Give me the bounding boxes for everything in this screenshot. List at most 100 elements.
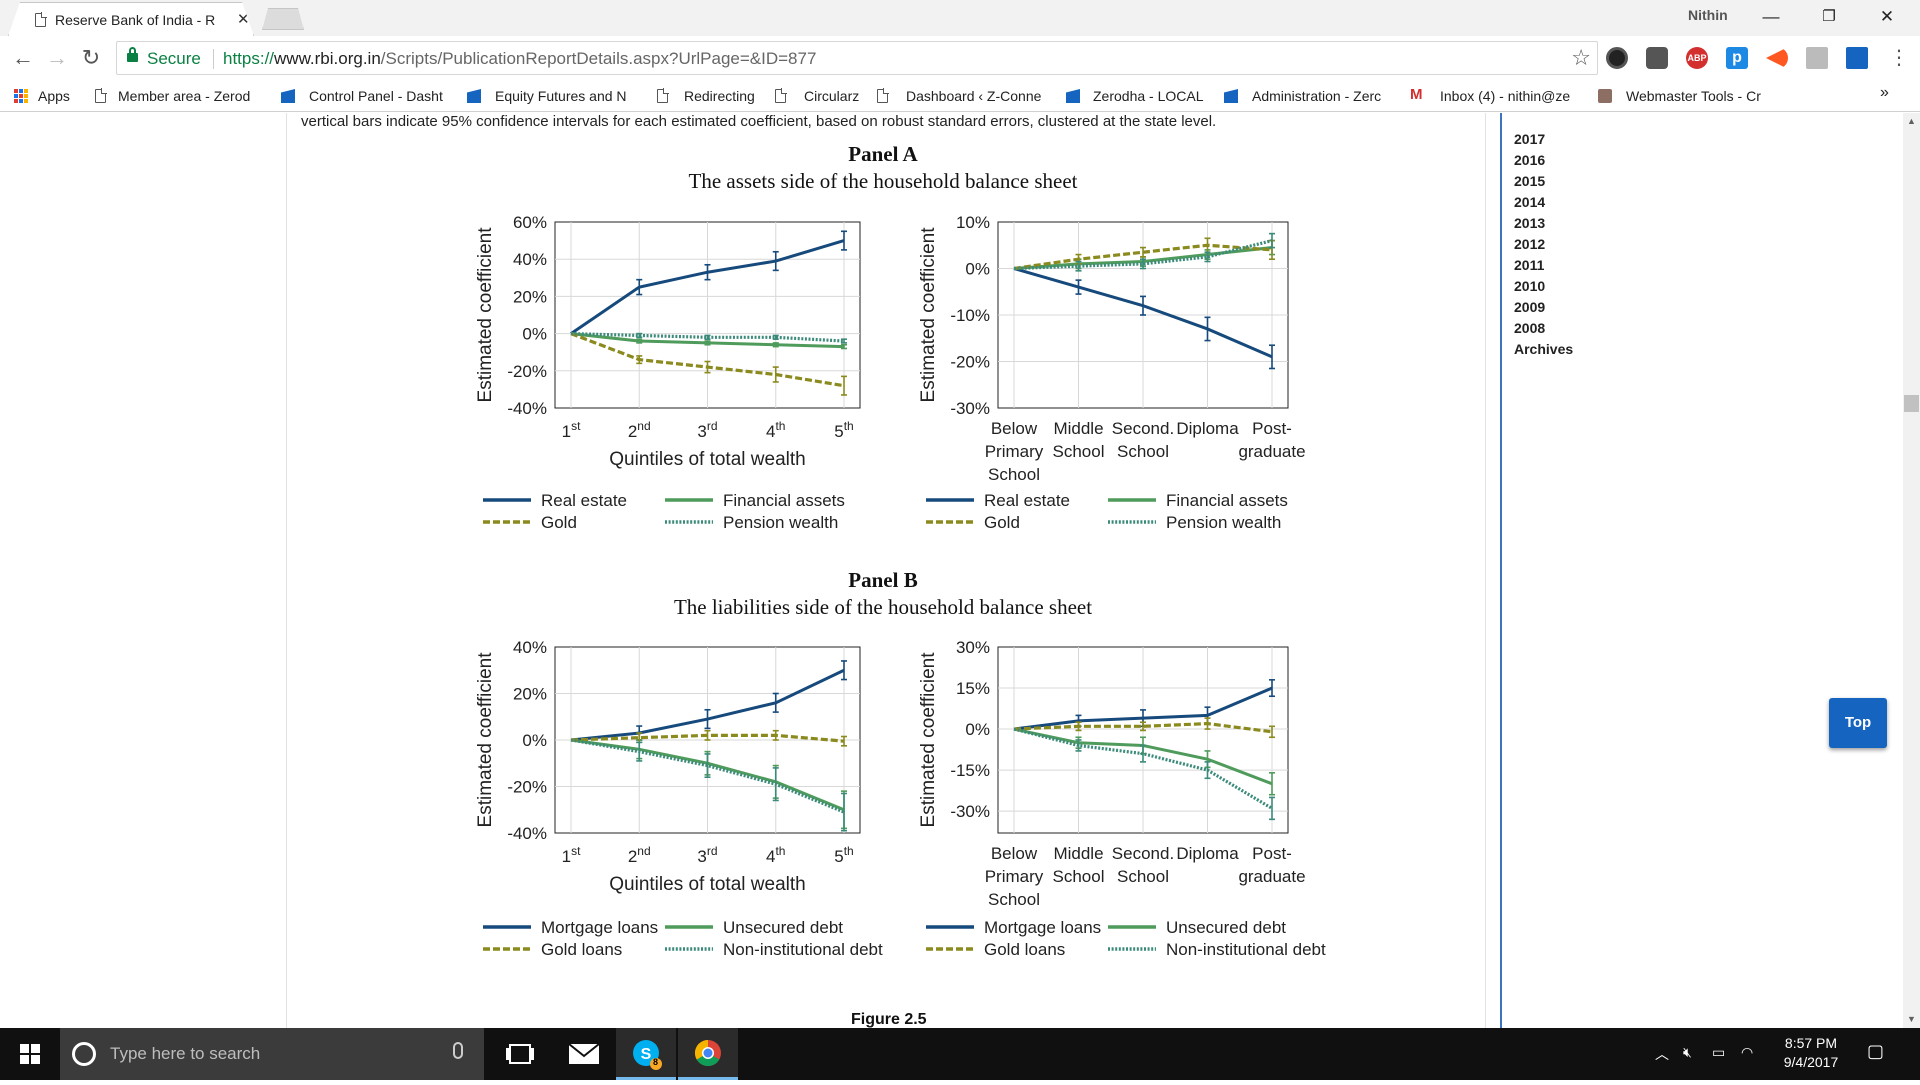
- notifications-icon[interactable]: ▢: [1867, 1041, 1885, 1061]
- bookmark-inbox[interactable]: M Inbox (4) - nithin@ze: [1410, 87, 1571, 104]
- x-tick-label: 3rd: [697, 844, 717, 866]
- tab-title: Reserve Bank of India - R: [55, 12, 216, 28]
- bookmark-star-icon[interactable]: ☆: [1571, 45, 1591, 70]
- extension-dark-icon[interactable]: [1606, 47, 1628, 69]
- archive-year-link[interactable]: 2016: [1514, 152, 1546, 168]
- bookmark-circularz[interactable]: Circularz: [774, 87, 874, 107]
- mail-icon: [568, 1043, 600, 1064]
- adblock-icon[interactable]: ABP: [1686, 47, 1708, 69]
- extension-shield-icon[interactable]: [1646, 47, 1668, 69]
- y-axis-title: Estimated coefficient: [918, 227, 939, 403]
- bookmark-zerodha-local[interactable]: Zerodha - LOCAL: [1066, 87, 1226, 107]
- new-tab-button[interactable]: [262, 8, 304, 30]
- archive-year-link[interactable]: 2017: [1514, 131, 1546, 147]
- archive-year-link[interactable]: 2008: [1514, 320, 1546, 336]
- reload-icon[interactable]: ↻: [81, 45, 101, 70]
- tab-close-icon[interactable]: ✕: [237, 11, 250, 28]
- windows-logo-icon: [20, 1044, 40, 1064]
- bookmark-webmaster-tools[interactable]: Webmaster Tools - Cr: [1598, 87, 1768, 107]
- start-button[interactable]: [0, 1028, 60, 1080]
- bookmark-member-area[interactable]: Member area - Zerod: [94, 87, 264, 107]
- x-tick-label: Post-graduate: [1238, 419, 1305, 461]
- address-bar[interactable]: Secure https://www.rbi.org.in/Scripts/Pu…: [116, 41, 1598, 75]
- archive-year-link[interactable]: 2013: [1514, 215, 1546, 231]
- archive-year-link[interactable]: 2014: [1514, 194, 1546, 210]
- taskbar-search-box[interactable]: Type here to search: [60, 1028, 484, 1080]
- taskbar-chrome[interactable]: [678, 1028, 738, 1080]
- archive-year-link[interactable]: 2012: [1514, 236, 1546, 252]
- y-axis-title: Estimated coefficient: [475, 227, 496, 403]
- microphone-icon[interactable]: [453, 1042, 463, 1059]
- tray-overflow-icon[interactable]: ︿: [1655, 1046, 1669, 1062]
- x-axis-title: Quintiles of total wealth: [609, 449, 805, 470]
- taskbar-mail[interactable]: [554, 1028, 614, 1080]
- battery-icon[interactable]: ▭: [1712, 1044, 1726, 1060]
- archive-year-link[interactable]: 2009: [1514, 299, 1546, 315]
- y-tick-label: -40%: [507, 399, 547, 418]
- legend-label: Pension wealth: [723, 513, 838, 532]
- volume-muted-icon[interactable]: 🔇︎: [1683, 1044, 1692, 1060]
- bookmark-dashboard[interactable]: Dashboard ‹ Z-Conne: [876, 87, 1046, 107]
- x-axis-title: Quintiles of total wealth: [609, 874, 805, 895]
- taskbar-clock[interactable]: 8:57 PM 9/4/2017: [1766, 1034, 1856, 1072]
- taskbar-skype[interactable]: S 8: [616, 1028, 676, 1080]
- skype-icon: S: [633, 1040, 662, 1070]
- scroll-up-icon[interactable]: ▲: [1907, 116, 1916, 126]
- sidebar-divider: [1500, 113, 1502, 1028]
- legend-label: Mortgage loans: [541, 918, 658, 937]
- y-tick-label: -40%: [507, 824, 547, 843]
- url-text[interactable]: https://www.rbi.org.in/Scripts/Publicati…: [223, 49, 817, 68]
- bookmark-administration[interactable]: Administration - Zerc: [1224, 87, 1394, 107]
- pocket-icon[interactable]: p: [1726, 47, 1748, 69]
- y-tick-label: 20%: [513, 287, 547, 306]
- tab-active[interactable]: Reserve Bank of India - R ✕: [8, 2, 254, 36]
- y-axis-title: Estimated coefficient: [918, 652, 939, 828]
- archives-link[interactable]: Archives: [1514, 341, 1574, 357]
- close-window-icon[interactable]: ✕: [1879, 7, 1895, 26]
- archive-year-link[interactable]: 2011: [1514, 257, 1545, 273]
- restore-icon[interactable]: ❐: [1822, 8, 1836, 25]
- x-tick-label: Diploma: [1176, 419, 1239, 438]
- series-line-pension-wealth: [570, 332, 845, 343]
- profile-name[interactable]: Nithin: [1688, 7, 1728, 23]
- x-tick-label: 1st: [562, 844, 581, 866]
- y-tick-label: -30%: [950, 399, 990, 418]
- page-scrollbar[interactable]: ▲ ▼: [1903, 113, 1920, 1028]
- scroll-down-icon[interactable]: ▼: [1907, 1014, 1916, 1024]
- panel-a-title: Panel A: [848, 142, 918, 166]
- page-content: vertical bars indicate 95% confidence in…: [0, 113, 1920, 1028]
- scrollbar-thumb[interactable]: [1904, 395, 1919, 412]
- y-tick-label: 0%: [522, 731, 547, 750]
- bookmark-flag-icon: [281, 89, 295, 103]
- bookmark-control-panel[interactable]: Control Panel - Dasht: [281, 87, 451, 107]
- y-tick-label: 40%: [513, 250, 547, 269]
- back-icon[interactable]: ←: [12, 45, 34, 70]
- panel-a-subtitle: The assets side of the household balance…: [688, 169, 1078, 193]
- figure-note: vertical bars indicate 95% confidence in…: [301, 113, 1217, 130]
- extension-orange-icon[interactable]: [1766, 47, 1788, 69]
- archive-year-link[interactable]: 2010: [1514, 278, 1546, 294]
- bookmarks-overflow-icon[interactable]: »: [1880, 84, 1889, 101]
- x-tick-label: 1st: [562, 419, 581, 441]
- task-view-button[interactable]: [490, 1028, 550, 1080]
- extension-blue-icon[interactable]: [1846, 47, 1868, 69]
- bookmark-redirecting[interactable]: Redirecting: [656, 87, 766, 107]
- forward-icon[interactable]: →: [46, 45, 68, 70]
- archive-year-link[interactable]: 2015: [1514, 173, 1546, 189]
- scroll-to-top-button[interactable]: Top: [1829, 698, 1887, 748]
- y-tick-label: -20%: [507, 362, 547, 381]
- figure-charts: 60% 40% 20% 0% -20% -40% 1st 2nd 3rd 4th 5th Quinti…: [475, 213, 1326, 959]
- minimize-icon[interactable]: —: [1762, 7, 1780, 26]
- lock-icon: [127, 47, 138, 62]
- x-tick-label: 4th: [766, 419, 785, 441]
- y-tick-label: -20%: [507, 778, 547, 797]
- bookmark-apps[interactable]: Apps: [14, 87, 84, 107]
- y-axis-title: Estimated coefficient: [475, 652, 496, 828]
- legend-label: Gold loans: [984, 940, 1065, 959]
- bookmark-equity-futures[interactable]: Equity Futures and N: [467, 87, 637, 107]
- chrome-menu-icon[interactable]: ⋮: [1889, 47, 1909, 69]
- wifi-icon[interactable]: ◠: [1741, 1044, 1754, 1060]
- webmaster-icon: [1598, 89, 1612, 103]
- extension-grid-icon[interactable]: [1806, 47, 1828, 69]
- browser-toolbar: ← → ↻ Secure https://www.rbi.org.in/Scri…: [0, 36, 1920, 80]
